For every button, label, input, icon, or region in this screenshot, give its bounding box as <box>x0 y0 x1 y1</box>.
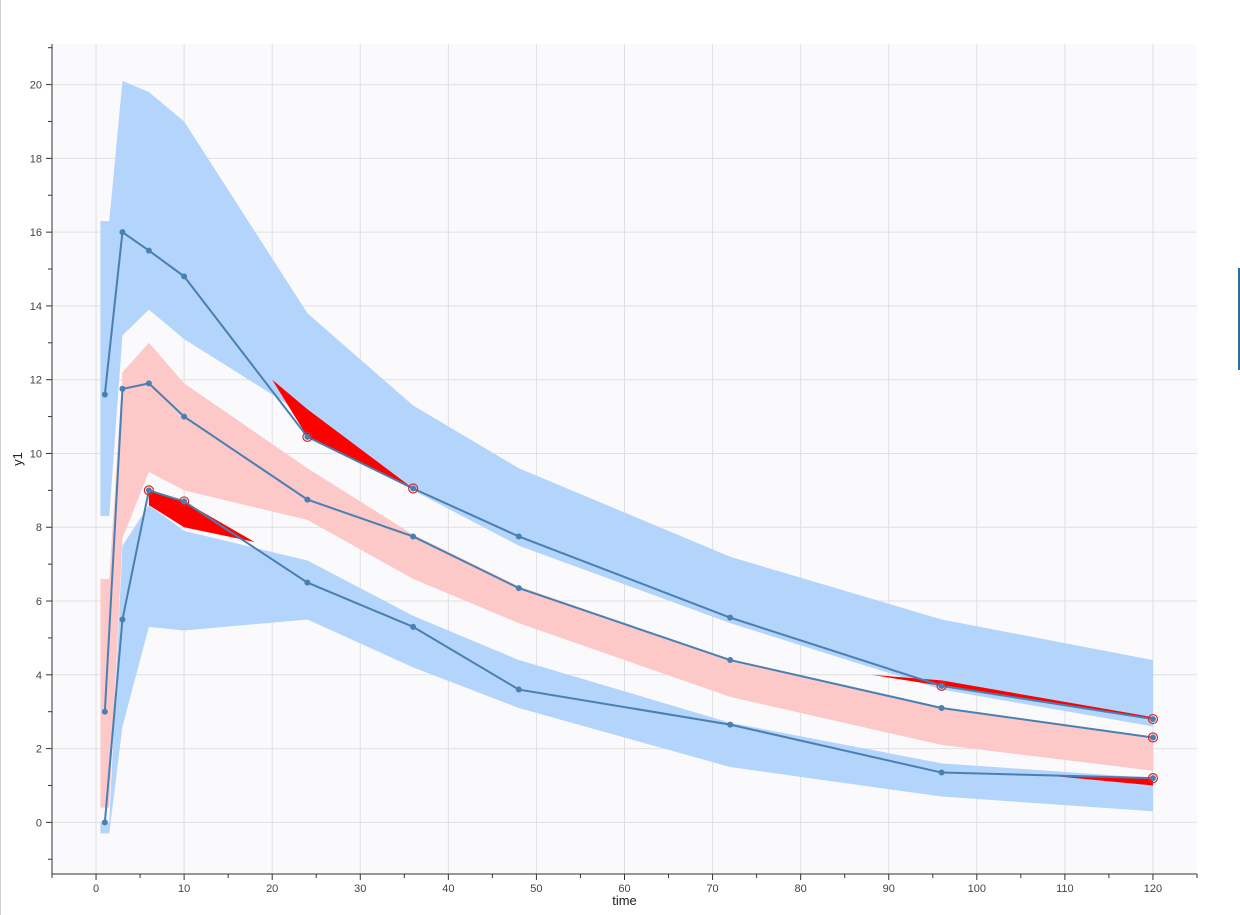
x-tick-label: 100 <box>968 883 986 895</box>
y-tick-label: 0 <box>36 817 42 829</box>
data-point <box>515 585 522 592</box>
data-point <box>1149 716 1156 723</box>
data-point <box>515 533 522 540</box>
x-tick-label: 70 <box>706 883 718 895</box>
data-point <box>515 686 522 693</box>
outlier-marker <box>143 485 154 496</box>
data-points <box>101 229 1159 826</box>
data-point <box>727 614 734 621</box>
x-axis-title: time <box>612 893 637 908</box>
y-tick-label: 8 <box>36 522 42 534</box>
outlier-marker <box>936 680 947 691</box>
data-point <box>101 819 108 826</box>
outlier-marker <box>1147 772 1159 784</box>
y-tick-label: 12 <box>30 375 42 387</box>
x-tick-label: 80 <box>795 883 807 895</box>
band-lower-percentile-CI <box>100 505 1153 834</box>
data-point <box>410 623 417 630</box>
data-point <box>727 657 734 664</box>
scroll-indicator <box>1238 268 1240 370</box>
outlier-marker <box>302 431 313 442</box>
series-line-median <box>103 382 1154 739</box>
outlier-marker <box>179 496 190 507</box>
outlier-marker <box>1147 732 1159 743</box>
data-point <box>304 433 311 440</box>
y-tick-label: 14 <box>30 301 42 313</box>
data-point <box>181 498 188 505</box>
data-point <box>938 705 945 711</box>
data-point <box>304 496 311 503</box>
data-point <box>1149 775 1156 782</box>
data-point <box>410 533 417 540</box>
y-tick-label: 6 <box>36 596 42 608</box>
x-tick-label: 110 <box>1056 883 1074 895</box>
y-tick-label: 18 <box>30 153 42 165</box>
band-upper-percentile-CI <box>100 80 1153 727</box>
y-tick-label: 20 <box>30 80 42 92</box>
axes: 0 10 20 30 40 50 60 70 80 90 100 110 120 0 2 4 6 8 10 12 14 1… <box>30 44 1198 895</box>
outlier-region <box>148 490 255 542</box>
data-point <box>938 769 945 776</box>
data-point <box>145 487 152 494</box>
x-tick-label: 120 <box>1144 883 1162 895</box>
data-point <box>181 273 188 280</box>
data-point <box>181 413 188 420</box>
outlier-marker <box>1147 713 1159 725</box>
x-tick-label: 40 <box>442 883 454 895</box>
data-point <box>304 579 311 586</box>
x-tick-label: 10 <box>178 883 190 895</box>
series-line-upper-percentile <box>103 230 1154 721</box>
x-tick-label: 30 <box>354 883 366 895</box>
x-tick-label: 0 <box>93 883 99 895</box>
prediction-bands <box>100 80 1153 834</box>
data-point <box>145 380 152 387</box>
data-point <box>1149 734 1156 741</box>
x-tick-label: 90 <box>883 883 895 895</box>
data-point <box>410 485 417 492</box>
data-point <box>145 247 152 254</box>
data-point <box>119 229 126 236</box>
y-tick-label: 2 <box>36 744 42 756</box>
x-tick-label: 50 <box>530 883 542 895</box>
outlier-region <box>1056 776 1153 786</box>
data-point <box>101 391 108 398</box>
y-tick-label: 4 <box>36 670 42 682</box>
data-point <box>101 708 108 715</box>
data-point <box>938 682 945 689</box>
data-point <box>119 616 126 623</box>
x-tick-label: 60 <box>618 883 630 895</box>
percentile-lines <box>103 230 1154 823</box>
series-line-lower-percentile <box>103 489 1153 823</box>
y-tick-label: 10 <box>30 448 42 460</box>
x-tick-label: 20 <box>266 883 278 895</box>
window-left-border <box>0 0 1 915</box>
data-point <box>119 385 126 392</box>
outlier-marker <box>408 483 419 494</box>
data-point <box>727 721 734 728</box>
y-axis-title: y1 <box>10 452 25 466</box>
y-tick-label: 16 <box>30 227 42 239</box>
